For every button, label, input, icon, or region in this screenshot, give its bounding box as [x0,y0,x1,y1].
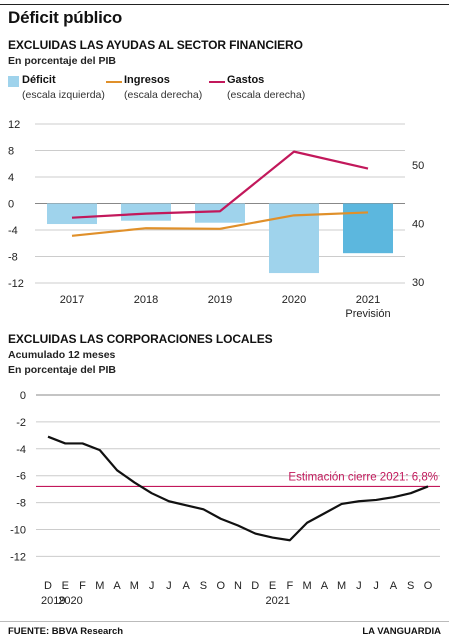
legend-gastos-swatch [209,81,225,83]
x-month-label: J [373,580,379,592]
estimation-label: Estimación cierre 2021: 6,8% [288,471,438,483]
x-month-label: J [356,580,362,592]
footer-source: FUENTE: BBVA Research [8,626,124,637]
deficit-bar [47,203,97,225]
left-axis-tick-label: -12 [8,278,24,290]
legend-gastos-desc: (escala derecha) [227,89,306,101]
footer-brand: LA VANGUARDIA [362,626,441,637]
left-axis-tick-label: 0 [8,199,14,211]
y-tick-label: -6 [16,471,26,483]
x-month-label: O [216,580,225,592]
x-month-label: S [407,580,414,592]
chart2-subtitle-1: Acumulado 12 meses [8,349,116,361]
right-axis-tick-label: 30 [412,277,424,289]
x-year-label: 2020 [58,595,82,607]
y-tick-label: -4 [16,444,26,456]
x-tick-sublabel: Previsión [345,308,390,320]
x-year-label: 2021 [266,595,290,607]
chart2-title: EXCLUIDAS LAS CORPORACIONES LOCALES [8,332,273,346]
y-tick-label: -10 [10,525,26,537]
x-month-label: F [286,580,293,592]
x-tick-label: 2021 [356,294,380,306]
top-rule [0,4,449,5]
gastos-line [71,150,369,219]
legend-gastos-label: Gastos [227,74,265,86]
x-month-label: N [234,580,242,592]
deficit-bar [121,203,171,221]
chart1-subtitle: En porcentaje del PIB [8,55,116,67]
x-month-label: M [130,580,139,592]
left-axis-tick-label: 8 [8,146,14,158]
x-tick-label: 2020 [282,294,306,306]
x-month-label: A [113,580,121,592]
left-axis-tick-label: -4 [8,225,18,237]
x-month-label: M [303,580,312,592]
deficit-bar [343,203,393,254]
right-axis-tick-label: 40 [412,219,424,231]
x-month-label: E [269,580,276,592]
footer-rule [0,621,449,622]
x-month-label: J [149,580,155,592]
legend-deficit-desc: (escala izquierda) [22,89,105,101]
y-tick-label: -12 [10,551,26,563]
chart1-title: EXCLUIDAS LAS AYUDAS AL SECTOR FINANCIER… [8,38,303,52]
left-axis-tick-label: 4 [8,172,14,184]
x-month-label: J [166,580,172,592]
x-month-label: A [183,580,191,592]
chart2-subtitle-2: En porcentaje del PIB [8,364,116,376]
deficit-bar [195,203,245,223]
x-tick-label: 2017 [60,294,84,306]
y-tick-label: -8 [16,498,26,510]
page-title: Déficit público [8,8,123,27]
x-tick-label: 2019 [208,294,232,306]
left-axis-tick-label: -8 [8,252,18,264]
x-month-label: A [321,580,329,592]
x-month-label: M [95,580,104,592]
x-month-label: S [200,580,207,592]
chart2-svg: 0 -2 -4 -6 -8 -10 -12 Estimación cierre 2021: 6… [10,390,440,607]
deficit-line [47,435,429,542]
x-tick-label: 2018 [134,294,158,306]
legend-deficit-swatch [8,76,19,87]
y-tick-label: -2 [16,417,26,429]
x-month-label: D [44,580,52,592]
left-axis-tick-label: 12 [8,119,20,131]
x-month-label: D [251,580,259,592]
legend-ingresos-swatch [106,81,122,83]
legend-deficit-label: Déficit [22,74,56,86]
legend-ingresos-desc: (escala derecha) [124,89,203,101]
legend-ingresos-label: Ingresos [124,74,170,86]
x-year-label: 2019 [41,595,65,607]
right-axis-tick-label: 50 [412,160,424,172]
x-month-label: F [79,580,86,592]
x-month-label: O [424,580,433,592]
x-month-label: A [390,580,398,592]
x-month-label: E [62,580,69,592]
x-month-label: M [337,580,346,592]
ingresos-line [71,211,369,237]
y-tick-label: 0 [20,390,26,402]
